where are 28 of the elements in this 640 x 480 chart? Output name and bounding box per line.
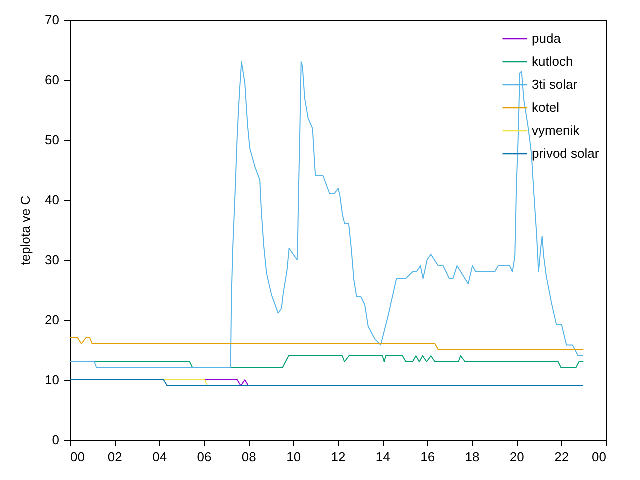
x-tick-label: 18 xyxy=(465,450,480,464)
x-tick-label: 12 xyxy=(331,450,346,464)
legend-label: kutloch xyxy=(532,54,574,69)
x-tick-label: 02 xyxy=(108,450,122,464)
x-tick-label: 08 xyxy=(242,450,256,464)
y-tick-label: 20 xyxy=(45,312,60,328)
x-tick-label: 04 xyxy=(152,450,168,464)
y-tick-label: 0 xyxy=(52,432,60,448)
legend-label: privod solar xyxy=(532,146,600,161)
legend-label: 3ti solar xyxy=(532,77,578,92)
x-tick-label: 00 xyxy=(592,450,606,464)
legend-label: puda xyxy=(532,31,562,46)
y-tick-label: 60 xyxy=(45,72,60,88)
y-axis-title: teplota ve C xyxy=(18,196,34,266)
x-tick-label: 20 xyxy=(510,450,524,464)
y-tick-label: 40 xyxy=(45,192,60,208)
x-tick-label: 10 xyxy=(286,450,302,464)
x-tick-label: 06 xyxy=(197,450,212,464)
x-tick-label: 22 xyxy=(554,450,570,464)
y-tick-label: 30 xyxy=(45,252,60,268)
legend-label: kotel xyxy=(532,100,560,115)
x-tick-label: 16 xyxy=(420,450,436,464)
x-tick-label: 00 xyxy=(70,450,85,464)
x-tick-label: 14 xyxy=(376,450,390,464)
legend-label: vymenik xyxy=(532,123,580,138)
y-tick-label: 10 xyxy=(45,372,60,388)
y-tick-label: 70 xyxy=(45,12,60,28)
y-tick-label: 50 xyxy=(45,132,60,148)
